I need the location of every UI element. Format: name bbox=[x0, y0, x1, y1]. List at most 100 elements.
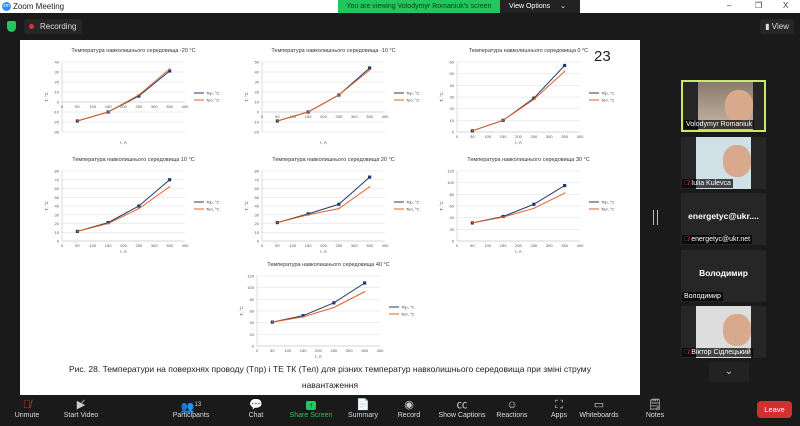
chart-title: Температура навколишнього середовища -10… bbox=[271, 48, 395, 54]
unmute-button[interactable]: 🎙̸ Unmute bbox=[0, 398, 57, 419]
notes-button[interactable]: 🗒 Notes bbox=[625, 398, 685, 419]
y-tick-label: 40 bbox=[255, 204, 260, 209]
y-axis-label: T, °C bbox=[439, 200, 444, 211]
participant-name-tag: 🎙̸ energetyc@ukr.net bbox=[682, 235, 753, 244]
data-point: + bbox=[76, 229, 79, 234]
y-tick-label: 30 bbox=[450, 95, 455, 100]
participant-tile[interactable]: 🎙̸ Віктор Сідлецький bbox=[681, 306, 766, 358]
x-tick-label: 100 bbox=[484, 243, 491, 248]
data-point bbox=[301, 314, 305, 318]
data-point bbox=[270, 320, 274, 324]
data-point: + bbox=[76, 119, 79, 124]
y-tick-label: 50 bbox=[450, 71, 455, 76]
face bbox=[723, 145, 751, 177]
x-tick-label: 350 bbox=[366, 243, 373, 248]
scroll-down-chevron-icon[interactable]: ⌄ bbox=[709, 362, 749, 382]
y-tick-label: 120 bbox=[447, 169, 454, 174]
legend-label: Тпр, °C bbox=[601, 91, 614, 96]
y-tick-label: 40 bbox=[450, 83, 455, 88]
grid-icon: ▮ bbox=[765, 22, 770, 31]
summary-button[interactable]: 📄 Summary bbox=[333, 398, 393, 419]
x-tick-label: 0 bbox=[456, 134, 459, 139]
participants-count: 13 bbox=[194, 402, 202, 408]
x-tick-label: 0 bbox=[456, 243, 459, 248]
data-point: + bbox=[338, 206, 341, 211]
series-line-tel bbox=[77, 186, 170, 232]
chart-svg: Температура навколишнього середовища 0 °… bbox=[439, 48, 614, 145]
restore-button[interactable]: ❐ bbox=[755, 1, 763, 10]
data-point: + bbox=[138, 206, 141, 211]
close-button[interactable]: X bbox=[783, 1, 789, 10]
share-screen-button[interactable]: ↑ Share Screen bbox=[281, 398, 341, 419]
legend-label: Тел, °C bbox=[601, 98, 614, 103]
x-tick-label: 0 bbox=[61, 104, 64, 109]
chart-30: Температура навколишнього середовища 30 … bbox=[425, 153, 630, 263]
y-tick-label: 100 bbox=[447, 180, 454, 185]
series-line-tel bbox=[77, 68, 170, 122]
y-tick-label: 0 bbox=[452, 239, 455, 244]
chart-svg: Температура навколишнього середовища 10 … bbox=[44, 157, 219, 254]
zoom-logo-icon: zm bbox=[2, 2, 11, 11]
show-captions-button[interactable]: ㏄ Show Captions bbox=[432, 398, 492, 419]
security-shield-icon[interactable] bbox=[7, 21, 16, 32]
x-tick-label: 100 bbox=[89, 104, 96, 109]
y-tick-label: -30 bbox=[53, 130, 60, 135]
data-point: + bbox=[368, 184, 371, 189]
data-point bbox=[106, 221, 110, 225]
legend-label: Тел, °C bbox=[401, 312, 414, 317]
x-axis-label: I, A bbox=[320, 249, 327, 254]
series-line-tpr bbox=[472, 65, 565, 132]
y-tick-label: 50 bbox=[255, 195, 260, 200]
leave-button[interactable]: Leave bbox=[757, 401, 792, 418]
apps-button[interactable]: ⛶ Apps bbox=[529, 398, 589, 419]
data-point: + bbox=[533, 206, 536, 211]
summary-icon: 📄 bbox=[356, 399, 370, 411]
view-button[interactable]: ▮ View bbox=[760, 19, 794, 34]
x-axis-label: I, A bbox=[315, 354, 322, 359]
meeting-toolbar: 🎙̸ Unmute ▶̸ Start Video 👥13 Participants 💬… bbox=[0, 395, 800, 426]
record-button[interactable]: ◉ Record bbox=[379, 398, 439, 419]
data-point: + bbox=[271, 320, 274, 325]
whiteboards-label: Whiteboards bbox=[579, 412, 619, 419]
participants-button[interactable]: 👥13 Participants bbox=[161, 398, 221, 419]
meeting-topbar: Recording ▮ View bbox=[0, 13, 800, 40]
view-options-button[interactable]: View Options ⌄ bbox=[500, 0, 580, 13]
x-tick-label: 200 bbox=[515, 134, 522, 139]
whiteboards-button[interactable]: ▭ Whiteboards bbox=[569, 398, 629, 419]
y-tick-label: 120 bbox=[247, 274, 254, 279]
data-point bbox=[168, 178, 172, 182]
reactions-button[interactable]: ☺ Reactions bbox=[482, 398, 542, 419]
participant-display-name: energetyc@ukr.... bbox=[688, 211, 759, 221]
series-line-tel bbox=[277, 69, 370, 122]
legend-label: Тпр, °C bbox=[206, 200, 219, 205]
participant-tile[interactable]: 🎙̸ Iulia Kulevca bbox=[681, 137, 766, 189]
x-tick-label: 50 bbox=[275, 243, 280, 248]
participant-tile[interactable]: Volodymyr Romaniuk bbox=[681, 80, 766, 132]
y-axis-label: T, °C bbox=[439, 91, 444, 102]
mic-muted-icon: 🎙̸ bbox=[684, 349, 690, 356]
data-point: + bbox=[363, 289, 366, 294]
chat-button[interactable]: 💬 Chat bbox=[226, 398, 286, 419]
legend-label: Тел, °C bbox=[206, 98, 219, 103]
participant-tile[interactable]: Володимир Володимир bbox=[681, 250, 766, 302]
page-number: 23 bbox=[594, 48, 611, 65]
participant-tile[interactable]: energetyc@ukr.... 🎙̸ energetyc@ukr.net bbox=[681, 193, 766, 245]
data-point bbox=[532, 96, 536, 100]
x-tick-label: 0 bbox=[261, 114, 264, 119]
legend-label: Тпр, °C bbox=[601, 200, 614, 205]
panel-resize-handle[interactable] bbox=[653, 210, 658, 225]
legend-label: Тпр, °C bbox=[406, 91, 419, 96]
y-axis-label: T, °C bbox=[44, 91, 49, 102]
x-tick-label: 300 bbox=[351, 114, 358, 119]
x-tick-label: 400 bbox=[577, 243, 584, 248]
series-line-tpr bbox=[272, 282, 365, 323]
recording-indicator[interactable]: Recording bbox=[24, 19, 83, 34]
shared-screen: 23 Температура навколишнього середовища … bbox=[20, 40, 640, 395]
data-point: + bbox=[107, 110, 110, 115]
y-tick-label: 20 bbox=[55, 80, 60, 85]
mic-muted-icon: 🎙̸ bbox=[684, 236, 690, 243]
start-video-button[interactable]: ▶̸ Start Video bbox=[51, 398, 111, 419]
y-tick-label: 20 bbox=[255, 221, 260, 226]
x-tick-label: 300 bbox=[546, 243, 553, 248]
minimize-button[interactable]: – bbox=[727, 1, 732, 10]
